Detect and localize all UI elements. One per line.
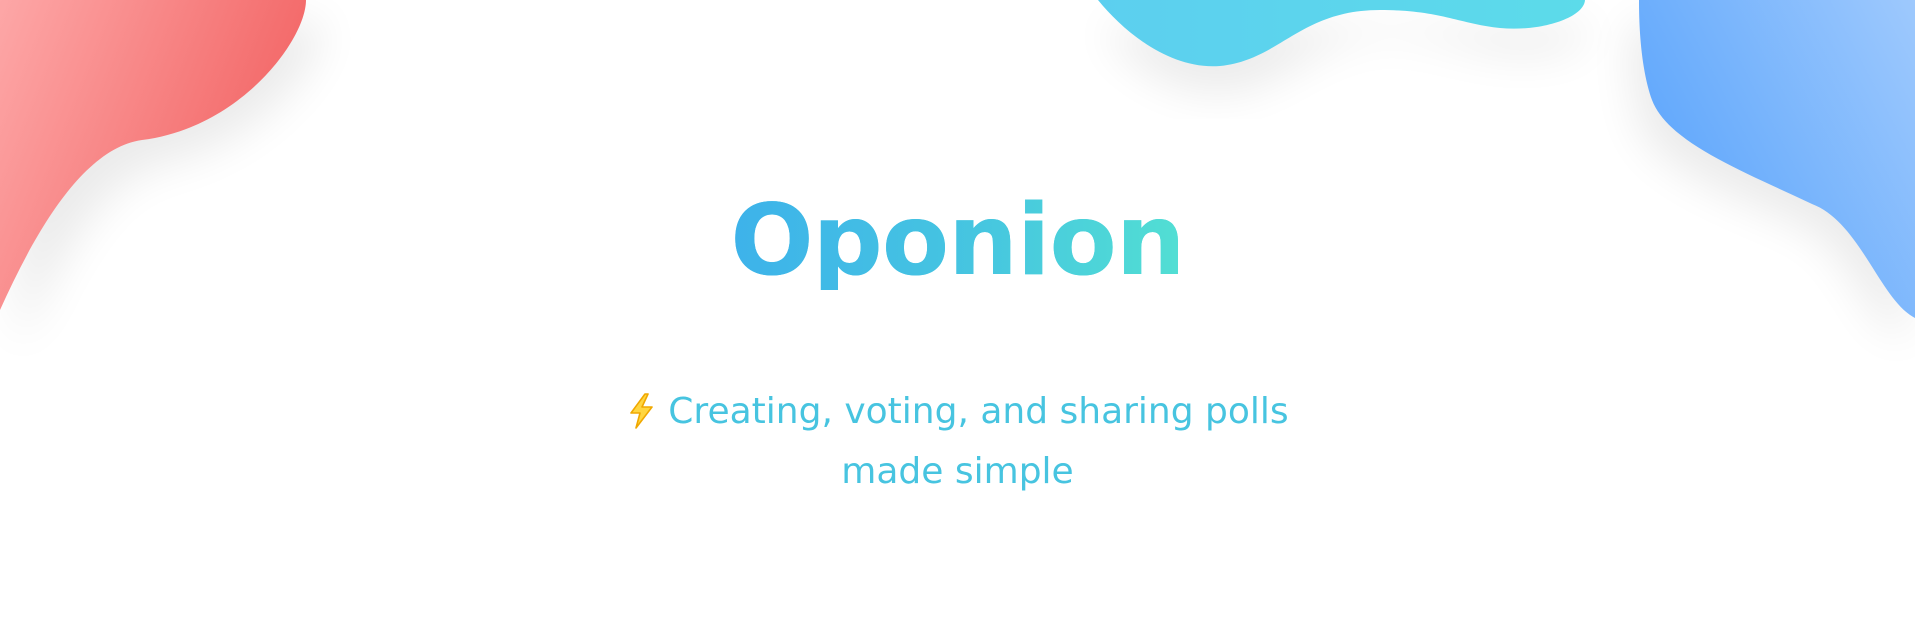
red-blob (0, 0, 306, 310)
tagline-line-2: made simple (841, 451, 1074, 492)
blue-blob (1639, 0, 1915, 318)
lightning-bolt-icon (626, 391, 656, 445)
app-title: Oponion (0, 192, 1915, 290)
cyan-blob (1098, 0, 1585, 67)
tagline-line-1: Creating, voting, and sharing polls (0, 385, 1915, 445)
tagline: Creating, voting, and sharing polls made… (0, 385, 1915, 499)
app-title-text: Oponion (730, 184, 1185, 298)
tagline-text-1: Creating, voting, and sharing polls (668, 391, 1289, 432)
